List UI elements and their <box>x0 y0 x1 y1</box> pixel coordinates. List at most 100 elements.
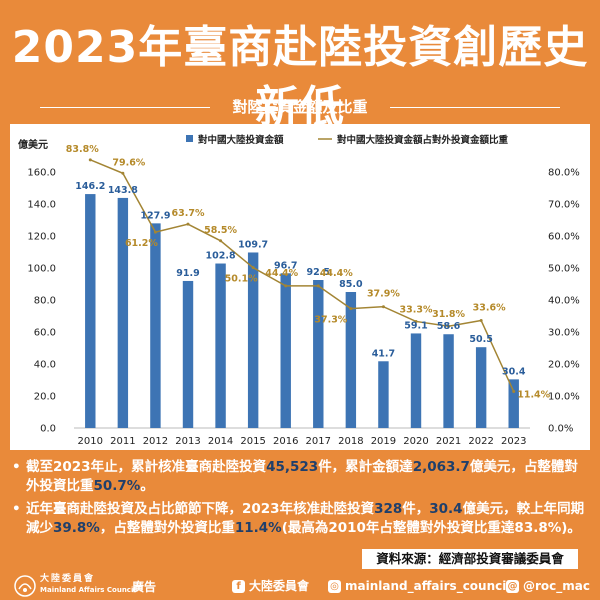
x-tick-label: 2013 <box>175 436 200 447</box>
x-tick-label: 2012 <box>143 436 168 447</box>
bar <box>410 333 422 428</box>
threads-link[interactable]: @ @roc_mac <box>506 578 590 594</box>
bar <box>247 252 259 428</box>
bar-value-label: 96.7 <box>274 260 297 271</box>
line-value-label: 33.6% <box>473 302 506 313</box>
ratio-point <box>381 305 385 309</box>
note-highlight: 45,523 <box>266 459 319 475</box>
ratio-point <box>512 390 516 394</box>
bar <box>313 280 324 428</box>
y2-tick-label: 40.0% <box>548 296 580 307</box>
y2-tick-label: 20.0% <box>548 360 580 371</box>
y-tick-label: 0.0 <box>40 424 56 435</box>
x-tick-label: 2011 <box>110 436 135 447</box>
note-text: ，占整體對外投資比重 <box>99 520 235 536</box>
bar <box>378 361 389 428</box>
bar <box>475 347 487 428</box>
ratio-point <box>414 319 418 323</box>
x-tick-label: 2019 <box>371 436 396 447</box>
line-value-label: 31.8% <box>432 309 465 320</box>
facebook-label: 大陸委員會 <box>249 579 310 593</box>
subtitle-rule-left <box>40 107 210 108</box>
x-tick-label: 2020 <box>403 436 428 447</box>
note-highlight: 2,063.7 <box>412 459 470 475</box>
y-tick-label: 20.0 <box>34 392 56 403</box>
footer: 大陸委員會 Mainland Affairs Council 廣告 f 大陸委員會… <box>0 572 600 600</box>
line-value-label: 79.6% <box>112 157 145 168</box>
chart-subtitle: 對陸投資金額及比重 <box>232 98 368 116</box>
ratio-point <box>447 324 451 328</box>
note-bullet: • <box>12 501 21 517</box>
facebook-link[interactable]: f 大陸委員會 <box>232 578 309 594</box>
bar-value-label: 92.5 <box>307 267 330 278</box>
ratio-point <box>219 239 223 243</box>
y2-tick-label: 70.0% <box>548 200 580 211</box>
note-text: 。 <box>140 478 154 494</box>
line-value-label: 83.8% <box>66 144 99 155</box>
instagram-link[interactable]: ◎ mainland_affairs_council <box>328 578 510 594</box>
y2-tick-label: 30.0% <box>548 328 580 339</box>
ratio-point <box>316 284 320 288</box>
notes: • 截至2023年止，累計核准臺商赴陸投資45,523件，累計金額達2,063.7… <box>12 458 588 542</box>
y-tick-label: 80.0 <box>34 296 56 307</box>
bar-value-label: 102.8 <box>206 251 236 262</box>
ad-label: 廣告 <box>132 580 157 594</box>
note-text: 件， <box>402 501 430 517</box>
y-tick-label: 40.0 <box>34 360 56 371</box>
facebook-icon: f <box>232 580 245 593</box>
x-tick-label: 2021 <box>436 436 461 447</box>
subtitle-bar: 對陸投資金額及比重 <box>40 96 560 118</box>
y2-tick-label: 80.0% <box>548 168 580 179</box>
bar <box>443 334 454 428</box>
instagram-icon: ◎ <box>328 580 341 593</box>
bar <box>280 273 291 428</box>
y-tick-label: 120.0 <box>27 232 56 243</box>
mac-logo-icon <box>14 575 36 597</box>
line-value-label: 11.4% <box>517 390 550 401</box>
line-value-label: 44.4% <box>320 268 353 279</box>
note-highlight: 50.7% <box>93 478 141 494</box>
x-tick-label: 2014 <box>208 436 233 447</box>
y2-tick-label: 0.0% <box>548 424 573 435</box>
line-value-label: 58.5% <box>204 225 237 236</box>
note-bullet: • <box>12 459 21 475</box>
bar-value-label: 91.9 <box>176 268 199 279</box>
bar <box>117 197 129 428</box>
x-tick-label: 2017 <box>306 436 331 447</box>
note-text: 億美元，占整體對外投資比重 <box>26 459 578 494</box>
note-text: 近年臺商赴陸投資及占比節節下降，2023年核准赴陸投資 <box>26 501 375 517</box>
bar-value-label: 59.1 <box>404 320 427 331</box>
line-value-label: 33.3% <box>400 304 433 315</box>
x-tick-label: 2010 <box>78 436 103 447</box>
bar <box>215 263 226 428</box>
ratio-point <box>479 318 483 322</box>
x-tick-label: 2018 <box>338 436 363 447</box>
bar-value-label: 30.4 <box>502 366 526 377</box>
line-value-label: 61.2% <box>125 238 158 249</box>
source-note: 資料來源：經濟部投資審議委員會 <box>362 549 578 569</box>
subtitle-rule-right <box>390 107 560 108</box>
x-tick-label: 2015 <box>240 436 265 447</box>
ratio-point <box>153 230 157 234</box>
line-value-label: 37.3% <box>314 315 347 326</box>
y-axis-label: 億美元 <box>18 138 48 151</box>
ratio-point <box>251 266 255 270</box>
note-highlight: 11.4% <box>234 520 282 536</box>
org-name-cn: 大陸委員會 <box>40 574 96 584</box>
line-value-label: 63.7% <box>172 208 205 219</box>
y-tick-label: 140.0 <box>27 200 56 211</box>
note-highlight: 39.8% <box>53 520 100 536</box>
note-item: • 近年臺商赴陸投資及占比節節下降，2023年核准赴陸投資328件，30.4億美元… <box>12 500 588 538</box>
x-tick-label: 2022 <box>468 436 493 447</box>
ratio-line <box>89 159 515 392</box>
ratio-point <box>349 307 353 311</box>
x-tick-label: 2016 <box>273 436 298 447</box>
y-tick-label: 160.0 <box>27 168 56 179</box>
bar <box>345 292 357 428</box>
y2-tick-label: 50.0% <box>548 264 580 275</box>
ratio-point <box>186 222 190 226</box>
bar-value-label: 146.2 <box>75 181 105 192</box>
ratio-point <box>121 171 125 175</box>
legend-label-line: 對中國大陸投資金額占對外投資金額比重 <box>337 134 509 146</box>
